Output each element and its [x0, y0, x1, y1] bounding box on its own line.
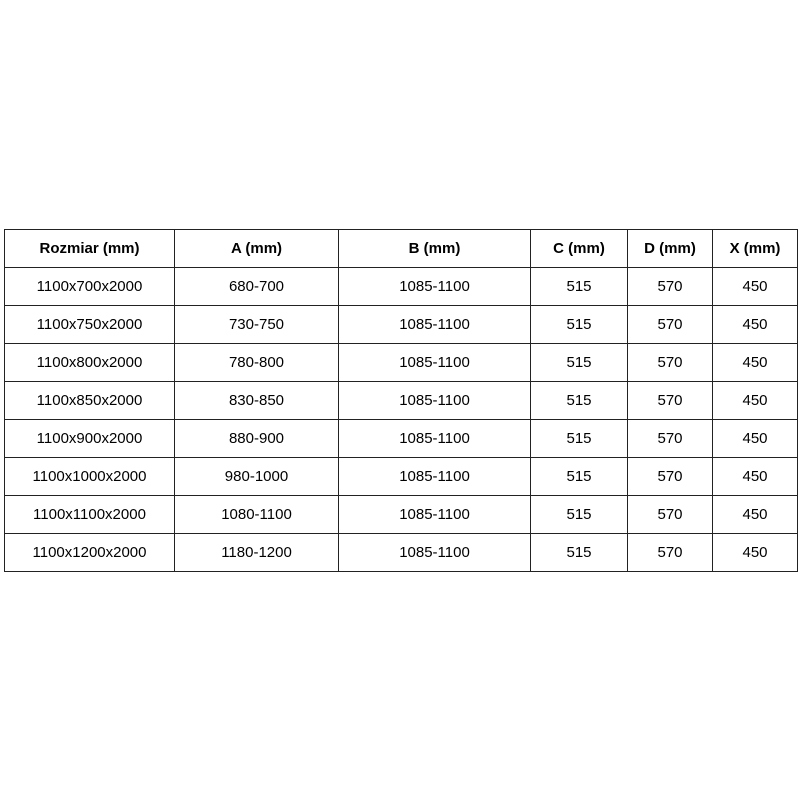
cell-a: 830-850 [174, 381, 339, 420]
cell-size: 1100x1200x2000 [4, 533, 175, 572]
cell-x: 450 [712, 305, 798, 344]
cell-x: 450 [712, 267, 798, 306]
table-row: 1100x750x2000 730-750 1085-1100 515 570 450 [4, 305, 798, 344]
cell-x: 450 [712, 495, 798, 534]
cell-size: 1100x1100x2000 [4, 495, 175, 534]
cell-c: 515 [530, 419, 628, 458]
cell-size: 1100x850x2000 [4, 381, 175, 420]
cell-c: 515 [530, 267, 628, 306]
cell-a: 780-800 [174, 343, 339, 382]
cell-b: 1085-1100 [338, 305, 531, 344]
table-row: 1100x850x2000 830-850 1085-1100 515 570 450 [4, 381, 798, 420]
cell-b: 1085-1100 [338, 419, 531, 458]
cell-c: 515 [530, 495, 628, 534]
cell-x: 450 [712, 533, 798, 572]
cell-d: 570 [627, 457, 713, 496]
cell-d: 570 [627, 267, 713, 306]
cell-size: 1100x750x2000 [4, 305, 175, 344]
cell-size: 1100x700x2000 [4, 267, 175, 306]
cell-x: 450 [712, 457, 798, 496]
cell-a: 880-900 [174, 419, 339, 458]
cell-b: 1085-1100 [338, 533, 531, 572]
header-row: Rozmiar (mm) A (mm) B (mm) C (mm) D (mm) X (m… [4, 229, 798, 268]
cell-b: 1085-1100 [338, 457, 531, 496]
cell-b: 1085-1100 [338, 495, 531, 534]
cell-d: 570 [627, 381, 713, 420]
dimensions-table: Rozmiar (mm) A (mm) B (mm) C (mm) D (mm) X (m… [4, 229, 798, 572]
cell-size: 1100x1000x2000 [4, 457, 175, 496]
cell-c: 515 [530, 457, 628, 496]
column-header-x: X (mm) [712, 229, 798, 268]
column-header-d: D (mm) [627, 229, 713, 268]
column-header-size: Rozmiar (mm) [4, 229, 175, 268]
cell-b: 1085-1100 [338, 267, 531, 306]
cell-d: 570 [627, 533, 713, 572]
cell-c: 515 [530, 343, 628, 382]
cell-d: 570 [627, 343, 713, 382]
column-header-c: C (mm) [530, 229, 628, 268]
cell-a: 1080-1100 [174, 495, 339, 534]
cell-size: 1100x800x2000 [4, 343, 175, 382]
cell-d: 570 [627, 305, 713, 344]
cell-x: 450 [712, 419, 798, 458]
table-row: 1100x1200x2000 1180-1200 1085-1100 515 570 45… [4, 533, 798, 572]
cell-a: 730-750 [174, 305, 339, 344]
column-header-a: A (mm) [174, 229, 339, 268]
cell-size: 1100x900x2000 [4, 419, 175, 458]
cell-c: 515 [530, 533, 628, 572]
cell-x: 450 [712, 343, 798, 382]
cell-a: 980-1000 [174, 457, 339, 496]
table-row: 1100x1100x2000 1080-1100 1085-1100 515 570 45… [4, 495, 798, 534]
cell-x: 450 [712, 381, 798, 420]
cell-b: 1085-1100 [338, 381, 531, 420]
table-row: 1100x900x2000 880-900 1085-1100 515 570 450 [4, 419, 798, 458]
column-header-b: B (mm) [338, 229, 531, 268]
cell-c: 515 [530, 305, 628, 344]
table-row: 1100x700x2000 680-700 1085-1100 515 570 450 [4, 267, 798, 306]
cell-d: 570 [627, 419, 713, 458]
cell-a: 680-700 [174, 267, 339, 306]
cell-a: 1180-1200 [174, 533, 339, 572]
cell-b: 1085-1100 [338, 343, 531, 382]
table-row: 1100x1000x2000 980-1000 1085-1100 515 570 450 [4, 457, 798, 496]
table-row: 1100x800x2000 780-800 1085-1100 515 570 450 [4, 343, 798, 382]
cell-c: 515 [530, 381, 628, 420]
cell-d: 570 [627, 495, 713, 534]
